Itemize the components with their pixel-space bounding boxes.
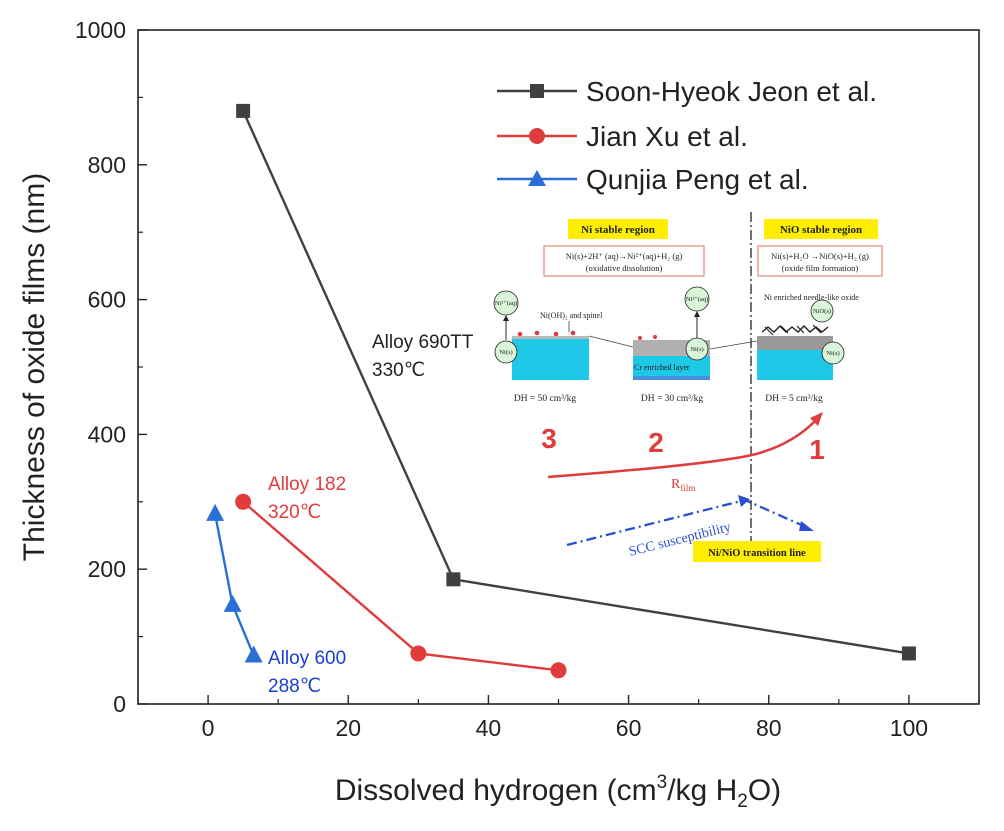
svg-text:Ni²⁺(aq): Ni²⁺(aq) — [686, 296, 708, 303]
annotation-alloy182: Alloy 182 320℃ — [268, 474, 346, 523]
rfilm-arrow — [547, 417, 819, 479]
svg-text:Ni(s)+2H⁺ (aq)→Ni²⁺(aq)+H₂ (g): Ni(s)+2H⁺ (aq)→Ni²⁺(aq)+H₂ (g) — [566, 251, 683, 261]
svg-text:3: 3 — [541, 423, 557, 454]
data-point-0-2 — [901, 646, 916, 661]
svg-text:NiO(s): NiO(s) — [813, 308, 831, 315]
x-tick-label-40: 40 — [476, 715, 502, 741]
svg-text:330℃: 330℃ — [372, 360, 425, 381]
y-axis-label: Thickness of oxide films (nm) — [18, 173, 51, 561]
svg-text:Ni(s): Ni(s) — [690, 346, 703, 353]
rfilm-label: Rfilm — [671, 477, 695, 493]
x-tick-label-0: 0 — [202, 715, 215, 741]
block-dh5 — [757, 350, 833, 380]
svg-text:Ni(s)+H₂O →NiO(s)+H₂ (g): Ni(s)+H₂O →NiO(s)+H₂ (g) — [771, 251, 869, 261]
y-tick-label-200: 200 — [88, 556, 126, 582]
svg-text:Jian Xu et al.: Jian Xu et al. — [586, 121, 748, 152]
y-tick-label-600: 600 — [88, 287, 126, 313]
svg-text:Ni/NiO transition line: Ni/NiO transition line — [708, 548, 806, 559]
ni-equation-box — [543, 245, 705, 277]
svg-text:Qunjia Peng et al.: Qunjia Peng et al. — [586, 164, 809, 195]
data-point-2-1 — [223, 594, 242, 612]
legend-entry-peng: Qunjia Peng et al. — [497, 164, 809, 195]
svg-text:Alloy 182: Alloy 182 — [268, 474, 346, 495]
x-tick-label-20: 20 — [335, 715, 361, 741]
nio-equation-box — [757, 245, 883, 277]
svg-text:2: 2 — [648, 427, 664, 458]
ni-region-box — [568, 219, 668, 239]
series-line-1 — [242, 500, 559, 672]
svg-text:Ni(s): Ni(s) — [826, 350, 839, 357]
y-tick-label-400: 400 — [88, 421, 126, 447]
data-point-2-0 — [206, 503, 225, 521]
svg-text:Ni enriched needle-like oxide: Ni enriched needle-like oxide — [764, 293, 859, 302]
data-point-1-2 — [550, 662, 567, 679]
svg-text:(oxidative dissolution): (oxidative dissolution) — [586, 263, 663, 273]
series-line-0 — [242, 110, 910, 655]
nio-region-box — [764, 219, 878, 239]
svg-text:Alloy 690TT: Alloy 690TT — [372, 332, 474, 353]
svg-text:Cr enriched layer: Cr enriched layer — [634, 363, 690, 372]
series-line-2 — [213, 513, 255, 656]
svg-text:1: 1 — [809, 434, 825, 465]
data-point-2-2 — [244, 645, 263, 663]
inset-schematic: Ni stable region NiO stable region Ni(s)… — [493, 212, 883, 562]
svg-text:Ni²⁺(aq): Ni²⁺(aq) — [495, 300, 517, 307]
legend-entry-xu: Jian Xu et al. — [497, 121, 748, 152]
data-point-0-1 — [446, 572, 461, 587]
x-tick-label-60: 60 — [616, 715, 642, 741]
x-axis-label: Dissolved hydrogen (cm3/kg H2O) — [335, 772, 781, 812]
svg-text:Soon-Hyeok Jeon et al.: Soon-Hyeok Jeon et al. — [586, 76, 877, 107]
data-point-0-0 — [236, 103, 251, 118]
data-point-1-0 — [235, 493, 252, 510]
block-dh50 — [512, 338, 589, 380]
data-point-1-1 — [410, 645, 427, 662]
svg-text:(oxide film formation): (oxide film formation) — [782, 263, 859, 273]
svg-text:DH = 5 cm³/kg: DH = 5 cm³/kg — [765, 394, 823, 404]
svg-text:DH = 50 cm³/kg: DH = 50 cm³/kg — [514, 394, 577, 404]
svg-text:288℃: 288℃ — [268, 676, 321, 697]
svg-text:Ni stable region: Ni stable region — [581, 224, 655, 236]
svg-text:Ni(s): Ni(s) — [499, 349, 512, 356]
y-tick-label-1000: 1000 — [75, 17, 126, 43]
svg-text:Ni(OH)₂ and spinel: Ni(OH)₂ and spinel — [540, 311, 603, 320]
transition-box — [693, 541, 821, 562]
series-layer — [206, 103, 916, 679]
annotation-alloy600: Alloy 600 288℃ — [268, 648, 346, 697]
svg-text:Alloy 600: Alloy 600 — [268, 648, 346, 669]
x-tick-label-80: 80 — [756, 715, 782, 741]
annotation-alloy690: Alloy 690TT 330℃ — [372, 332, 474, 381]
svg-text:NiO stable region: NiO stable region — [780, 224, 862, 236]
y-tick-label-0: 0 — [113, 691, 126, 717]
y-tick-label-800: 800 — [88, 152, 126, 178]
svg-text:320℃: 320℃ — [268, 502, 321, 523]
legend: Soon-Hyeok Jeon et al. Jian Xu et al. Qu… — [497, 76, 877, 195]
svg-text:DH = 30 cm³/kg: DH = 30 cm³/kg — [641, 394, 704, 404]
legend-entry-jeon: Soon-Hyeok Jeon et al. — [497, 76, 877, 107]
x-tick-label-100: 100 — [890, 715, 928, 741]
